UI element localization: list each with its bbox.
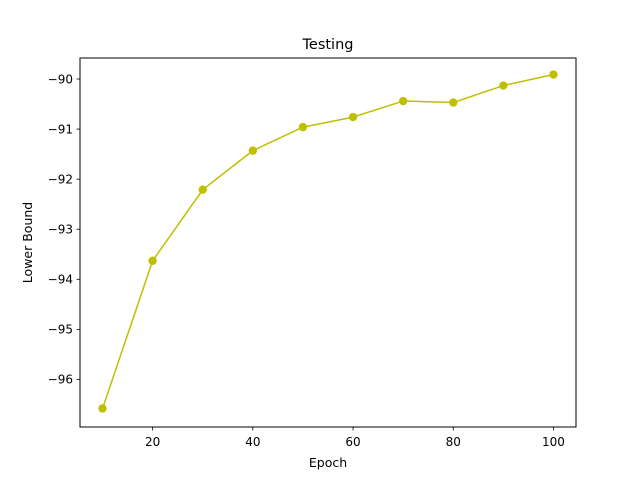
y-axis-label: Lower Bound — [20, 202, 35, 283]
data-point — [499, 81, 508, 90]
y-tick-label: −95 — [48, 323, 73, 337]
data-point — [298, 122, 308, 132]
x-axis-label: Epoch — [309, 455, 347, 470]
y-axis-ticks: −96 −95 −94 −93 −92 −91 −90 — [48, 72, 80, 387]
y-tick-label: −94 — [48, 273, 73, 287]
plot-frame — [79, 57, 577, 428]
y-tick-label: −92 — [48, 172, 73, 186]
data-point — [198, 185, 207, 194]
data-point — [98, 404, 107, 413]
y-tick-label: −96 — [48, 373, 73, 387]
data-point — [398, 96, 408, 106]
data-point — [549, 70, 558, 79]
x-axis-ticks: 20 40 60 80 100 — [145, 427, 565, 449]
y-tick-label: −93 — [48, 223, 73, 237]
x-tick-label: 40 — [245, 435, 260, 449]
series-line — [101, 73, 554, 409]
data-point — [449, 98, 458, 107]
data-point — [348, 112, 358, 122]
x-tick-label: 20 — [145, 435, 160, 449]
series-layer — [98, 70, 558, 413]
y-tick-label: −90 — [48, 72, 73, 86]
y-tick-label: −91 — [48, 122, 73, 136]
x-tick-label: 80 — [446, 435, 461, 449]
data-point — [248, 146, 258, 155]
x-tick-label: 60 — [345, 435, 360, 449]
chart-title: Testing — [302, 37, 354, 53]
data-point — [148, 256, 157, 265]
plot-area — [80, 58, 576, 427]
x-tick-label: 100 — [542, 435, 565, 449]
